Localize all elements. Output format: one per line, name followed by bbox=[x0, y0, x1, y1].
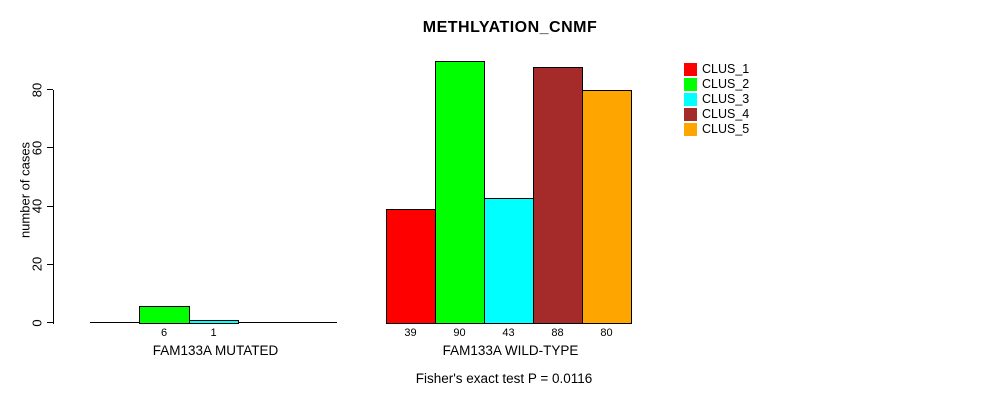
y-tick-label: 20 bbox=[29, 257, 45, 272]
y-tick-label: 60 bbox=[29, 140, 45, 155]
bar-clus_2 bbox=[139, 305, 190, 324]
bar-value-label: 90 bbox=[453, 327, 466, 339]
bar-value-label: 88 bbox=[551, 327, 564, 339]
y-tick-mark bbox=[47, 263, 53, 265]
y-axis-label: number of cases bbox=[17, 141, 33, 239]
legend-label: CLUS_5 bbox=[702, 122, 750, 136]
group-label: FAM133A MUTATED bbox=[152, 343, 279, 358]
legend-label: CLUS_2 bbox=[702, 77, 750, 91]
bar-value-label: 6 bbox=[161, 327, 168, 339]
bar-clus_2 bbox=[435, 60, 485, 324]
fisher-test-annotation: Fisher's exact test P = 0.0116 bbox=[415, 371, 593, 386]
y-tick-mark bbox=[47, 205, 53, 207]
legend-label: CLUS_3 bbox=[702, 92, 750, 106]
legend-item: CLUS_4 bbox=[684, 107, 749, 122]
legend-swatch-clus_1 bbox=[684, 63, 697, 76]
legend-swatch-clus_3 bbox=[684, 93, 697, 106]
legend: CLUS_1 CLUS_2 CLUS_3 CLUS_4 CLUS_5 bbox=[684, 62, 749, 137]
bar-clus_1 bbox=[386, 208, 436, 324]
bar-clus_3 bbox=[188, 319, 240, 324]
bar-clus_3 bbox=[484, 197, 534, 324]
legend-swatch-clus_2 bbox=[684, 78, 697, 91]
legend-swatch-clus_5 bbox=[684, 123, 697, 136]
legend-swatch-clus_4 bbox=[684, 108, 697, 121]
bar-clus_4 bbox=[533, 66, 583, 324]
bar-value-label: 43 bbox=[502, 327, 515, 339]
chart-title: METHLYATION_CNMF bbox=[422, 19, 598, 36]
y-axis-line bbox=[53, 89, 54, 324]
y-tick-label: 80 bbox=[29, 82, 45, 97]
legend-label: CLUS_1 bbox=[702, 62, 750, 76]
bar-value-label: 39 bbox=[404, 327, 417, 339]
legend-item: CLUS_2 bbox=[684, 77, 749, 92]
group-label: FAM133A WILD-TYPE bbox=[442, 343, 579, 358]
legend-item: CLUS_1 bbox=[684, 62, 749, 77]
y-tick-mark bbox=[47, 89, 53, 90]
y-tick-mark bbox=[47, 322, 53, 323]
legend-item: CLUS_3 bbox=[684, 92, 749, 107]
bar-clus_5 bbox=[582, 89, 632, 324]
legend-item: CLUS_5 bbox=[684, 122, 749, 137]
y-tick-label: 40 bbox=[29, 198, 45, 214]
y-tick-label: 0 bbox=[29, 318, 45, 327]
bar-value-label: 80 bbox=[600, 327, 613, 339]
bar-value-label: 1 bbox=[210, 327, 217, 339]
y-tick-mark bbox=[47, 147, 53, 149]
legend-label: CLUS_4 bbox=[702, 107, 750, 121]
